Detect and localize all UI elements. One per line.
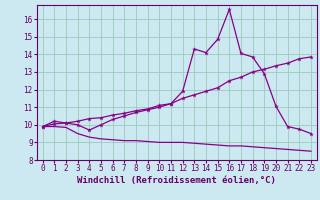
X-axis label: Windchill (Refroidissement éolien,°C): Windchill (Refroidissement éolien,°C) [77, 176, 276, 185]
